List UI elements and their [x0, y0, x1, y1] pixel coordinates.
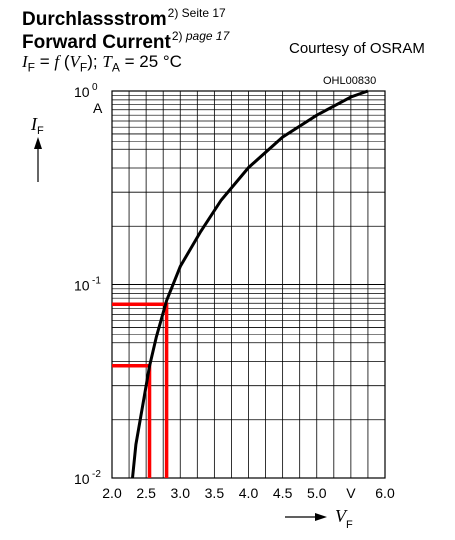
y-tick-label: 10	[74, 471, 90, 487]
formula-eq: =	[35, 52, 55, 71]
y-axis-label-main: I	[30, 114, 38, 134]
title-german-note: 2) Seite 17	[167, 6, 226, 20]
title-english-page: page 17	[185, 29, 230, 43]
y-tick-exponent: -2	[92, 469, 101, 480]
y-tick-label: 10	[74, 278, 90, 294]
chart-title-english: Forward Current2) page 17	[22, 30, 229, 52]
x-tick-label: 4.5	[273, 485, 293, 501]
formula-arg: V	[69, 52, 80, 71]
chart-title-german: Durchlassstrom2) Seite 17	[22, 7, 226, 29]
y-tick-exponent: 0	[92, 82, 98, 93]
x-tick-label: 2.0	[102, 485, 122, 501]
courtesy-note: Courtesy of OSRAM	[289, 40, 425, 57]
formula-tval: = 25 °C	[119, 52, 182, 71]
x-tick-label: 5.0	[307, 485, 327, 501]
chart-grid	[112, 91, 385, 478]
formula-t-sub: A	[111, 60, 120, 75]
y-unit-label: A	[93, 100, 103, 116]
y-axis-arrow	[34, 137, 42, 182]
x-axis-label: V F	[335, 506, 353, 531]
y-axis-label-sub: F	[37, 125, 44, 137]
formula-arg-sub: F	[79, 60, 88, 75]
x-tick-label: 3.5	[205, 485, 225, 501]
formula-fn: f	[54, 52, 60, 71]
title-german-text: Durchlassstrom	[22, 9, 167, 30]
y-axis-label: I F	[30, 114, 44, 137]
highlight-line	[112, 364, 152, 478]
y-tick-label: 10	[74, 84, 90, 100]
formula-t: T	[102, 52, 112, 71]
x-axis-label-main: V	[335, 506, 348, 526]
chart-code: OHL00830	[323, 75, 377, 87]
y-tick-exponent: -1	[92, 276, 101, 287]
formula-lhs-sub: F	[27, 60, 36, 75]
x-axis-label-sub: F	[346, 519, 353, 531]
x-axis-arrow	[285, 513, 327, 521]
series-line	[131, 89, 369, 479]
chart-formula: IF = f (VF); TA = 25 °C	[22, 52, 182, 75]
title-english-footnote: 2)	[171, 29, 183, 43]
x-tick-label: 2.5	[136, 485, 156, 501]
title-english-note: 2) page 17	[172, 29, 229, 43]
x-tick-label: 4.0	[239, 485, 259, 501]
x-tick-labels: 2.0 2.5 3.0 3.5 4.0 4.5 5.0 6.0 V	[102, 485, 395, 501]
x-tick-label: 3.0	[171, 485, 191, 501]
title-english-text: Forward Current	[22, 32, 171, 53]
x-unit-label: V	[346, 485, 356, 501]
x-tick-label: 6.0	[375, 485, 395, 501]
plot-frame	[111, 90, 386, 479]
formula-sep: ;	[92, 52, 103, 71]
formula-lhs: I	[22, 52, 28, 71]
